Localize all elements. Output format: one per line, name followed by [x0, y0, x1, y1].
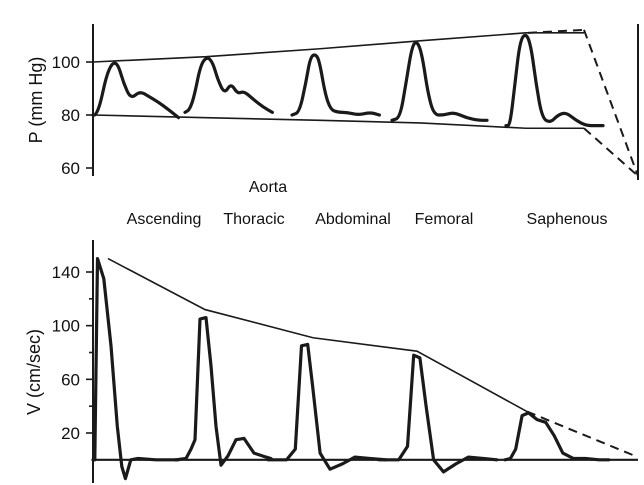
pressure-waveforms	[91, 33, 605, 128]
aorta-group-label: Aorta	[249, 179, 287, 196]
velocity-peak-extrapolation	[526, 410, 639, 459]
pressure-tick-label: 60	[61, 159, 80, 178]
pressure-waveform-thoracic	[183, 56, 274, 114]
velocity-waveform-ascending	[91, 257, 181, 481]
velocity-tick-label: 60	[61, 370, 80, 389]
velocity-tick-label: 20	[61, 424, 80, 443]
pressure-lower-envelope	[92, 114, 584, 130]
site-label-thoracic: Thoracic	[223, 211, 284, 228]
pressure-upper-envelope	[92, 32, 584, 63]
pressure-envelope	[92, 24, 639, 180]
pressure-y-ticks: 60 80 100	[52, 53, 93, 178]
velocity-envelope	[93, 257, 639, 461]
site-labels: Aorta Ascending Thoracic Abdominal Femor…	[127, 179, 608, 228]
velocity-waveform-saphenous	[503, 411, 611, 462]
pressure-upper-extrapolation	[583, 29, 639, 177]
pressure-lower-extrapolation	[583, 127, 639, 177]
velocity-y-ticks: 20 60 100 140	[52, 263, 93, 443]
velocity-waveform-thoracic	[174, 316, 273, 467]
pressure-waveform-saphenous	[504, 33, 605, 128]
site-label-abdominal: Abdominal	[315, 211, 391, 228]
site-label-saphenous: Saphenous	[527, 211, 608, 228]
velocity-tick-label: 100	[52, 317, 80, 336]
velocity-peak-envelope	[107, 257, 528, 413]
pressure-waveform-abdominal	[290, 53, 381, 117]
velocity-panel: 20 60 100 140 V (cm/sec)	[24, 240, 639, 483]
pressure-panel: 60 80 100 P (mm Hg)	[26, 24, 639, 180]
pressure-upper-extrapolation	[527, 28, 585, 34]
pressure-tick-label: 80	[61, 106, 80, 125]
pressure-waveform-femoral	[390, 41, 489, 122]
pressure-waveform-ascending	[91, 61, 181, 120]
velocity-waveform-abdominal	[266, 342, 388, 471]
velocity-y-axis-label: V (cm/sec)	[24, 329, 44, 415]
site-label-ascending: Ascending	[127, 211, 202, 228]
pressure-y-axis-label: P (mm Hg)	[26, 57, 46, 144]
site-label-femoral: Femoral	[415, 211, 474, 228]
velocity-tick-label: 140	[52, 263, 80, 282]
pressure-tick-label: 100	[52, 53, 80, 72]
velocity-waveforms	[91, 257, 611, 481]
velocity-waveform-femoral	[377, 353, 499, 474]
